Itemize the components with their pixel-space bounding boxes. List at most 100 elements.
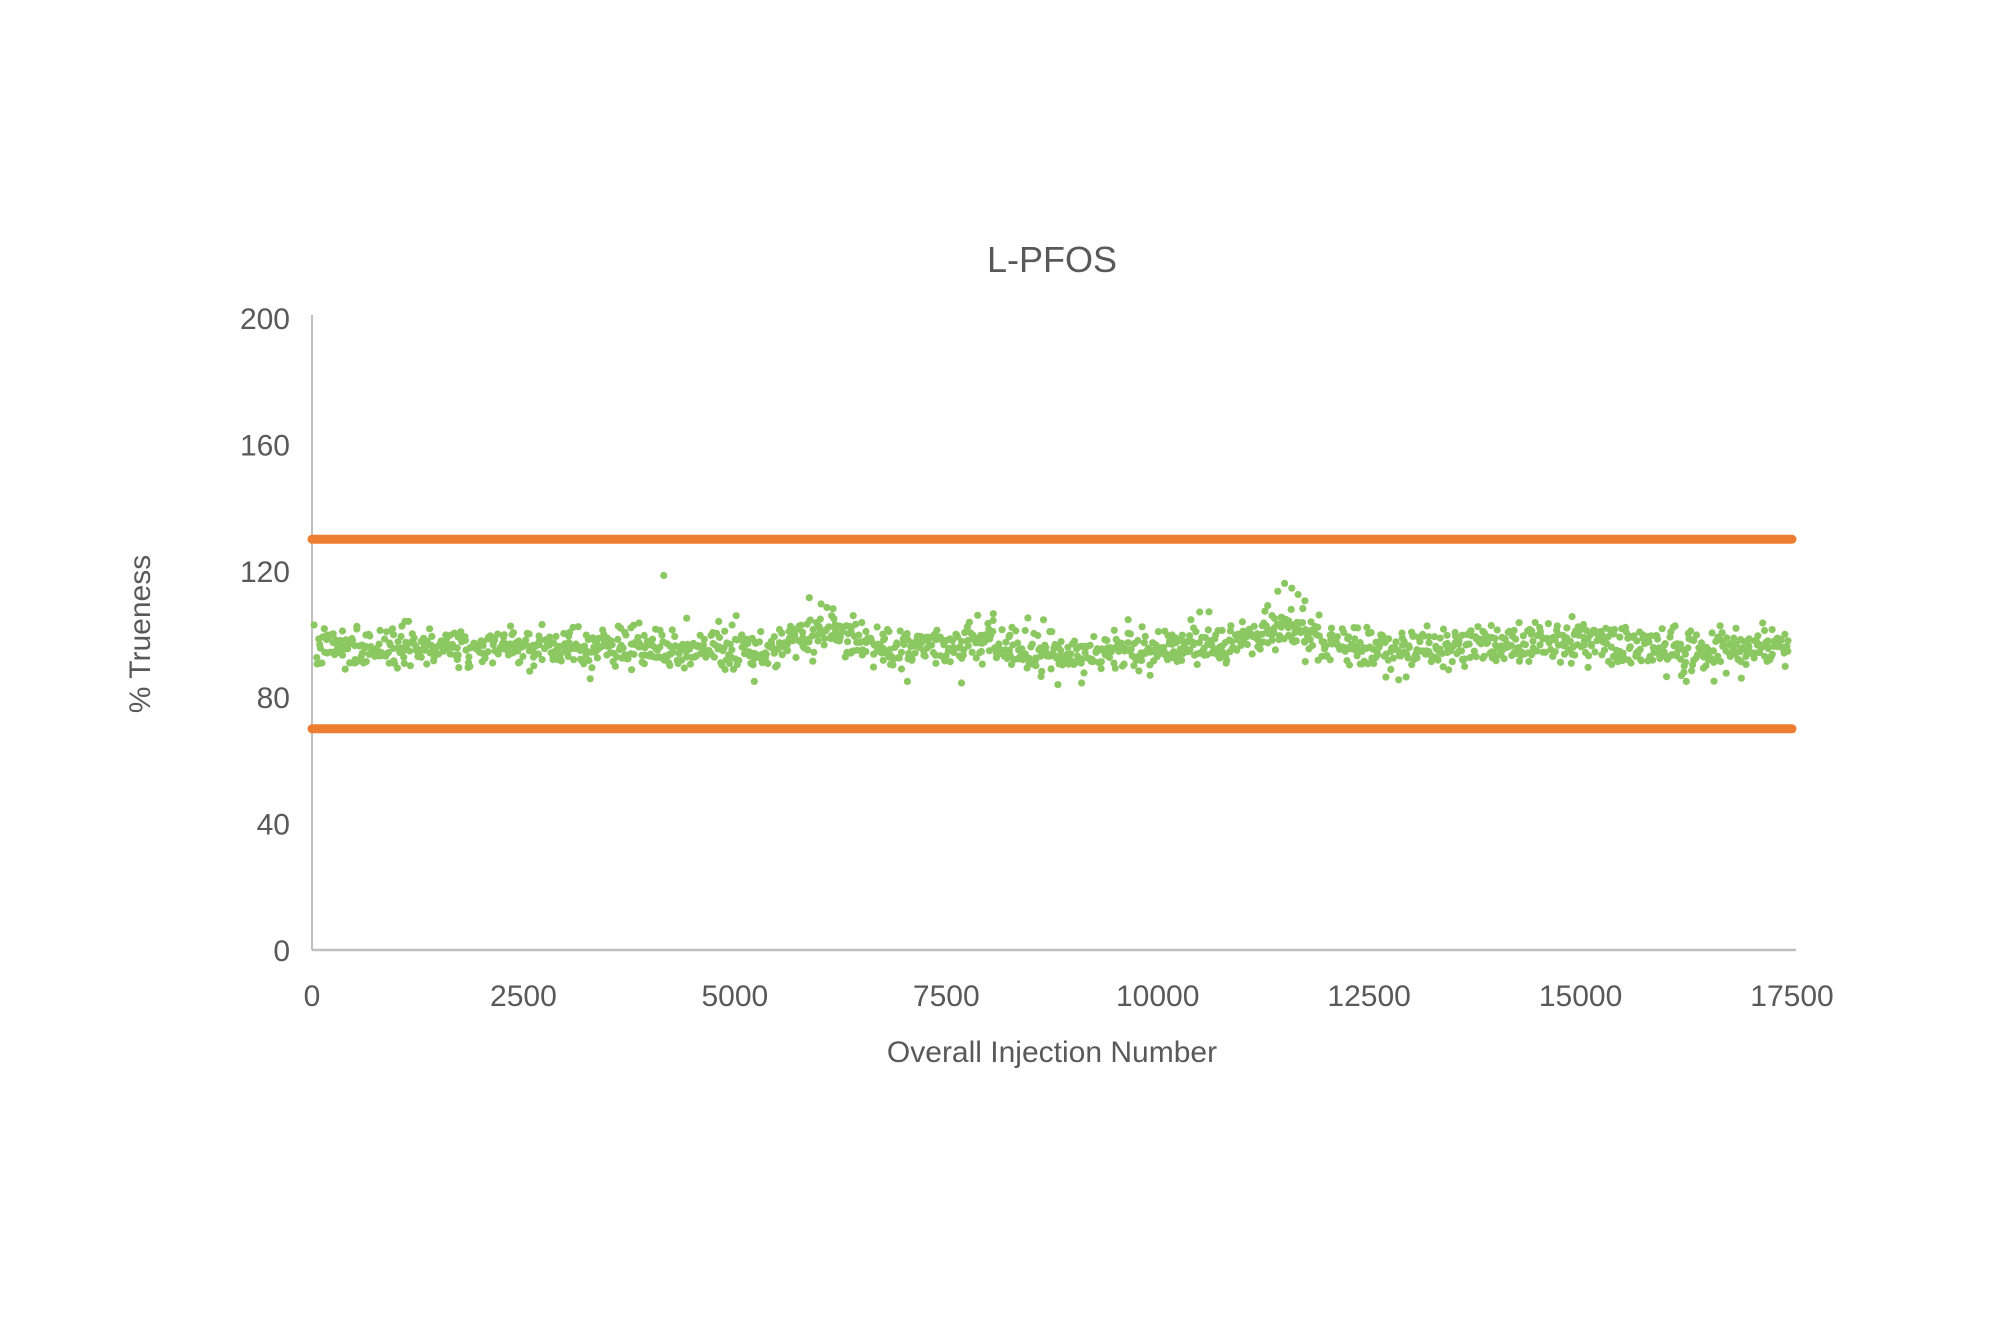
data-point (366, 632, 374, 640)
data-point (1448, 658, 1456, 666)
data-point (1067, 650, 1075, 658)
data-point (1413, 654, 1421, 662)
x-tick-label: 10000 (1116, 980, 1199, 1013)
data-point (897, 648, 906, 656)
data-point (1080, 669, 1088, 677)
data-point (1021, 626, 1029, 635)
data-point (389, 631, 398, 639)
data-point (453, 644, 461, 652)
data-point (1525, 657, 1533, 666)
data-point (495, 645, 504, 653)
data-point (400, 653, 408, 661)
data-point (578, 656, 587, 664)
data-point (660, 571, 668, 580)
data-point (1389, 654, 1397, 662)
data-point (1345, 633, 1353, 641)
data-point (783, 641, 791, 649)
data-point (1784, 647, 1792, 655)
data-point (946, 658, 954, 666)
data-point (671, 632, 679, 641)
data-point (699, 641, 708, 649)
data-point (628, 666, 636, 674)
data-point (921, 652, 929, 660)
data-point (1288, 584, 1296, 592)
data-point (789, 637, 797, 645)
data-point (1766, 656, 1774, 664)
data-point (585, 656, 593, 665)
data-point (1301, 626, 1310, 634)
data-point (570, 656, 578, 664)
data-point (381, 635, 389, 643)
data-point (733, 636, 741, 644)
data-point (680, 664, 688, 672)
data-point (534, 650, 543, 658)
data-point (1676, 640, 1685, 648)
data-point (1764, 644, 1772, 653)
data-point (313, 654, 321, 662)
data-point (900, 640, 908, 649)
data-point (1090, 633, 1098, 641)
data-point (725, 659, 734, 668)
data-point (1443, 639, 1451, 648)
data-point (563, 649, 572, 658)
data-point (1298, 619, 1307, 627)
data-point (406, 662, 414, 670)
data-point (1730, 634, 1738, 642)
data-point (331, 651, 339, 659)
data-point (1493, 626, 1501, 634)
data-point (1587, 640, 1595, 648)
data-point (797, 621, 805, 629)
data-point (1737, 674, 1745, 682)
data-point (749, 661, 757, 669)
data-point (640, 660, 648, 668)
data-point (1784, 637, 1792, 645)
data-point (1396, 652, 1404, 660)
data-point (1551, 648, 1559, 656)
data-point (732, 612, 740, 620)
data-point (1204, 626, 1212, 634)
data-point (1436, 634, 1444, 642)
data-point (669, 648, 677, 656)
data-point (397, 632, 405, 641)
data-point (1636, 645, 1644, 654)
data-point (1216, 654, 1224, 662)
data-point (1454, 640, 1463, 648)
data-point (992, 654, 1001, 662)
data-point (744, 639, 752, 648)
data-point (897, 665, 906, 673)
data-point (968, 648, 976, 656)
data-point (1363, 623, 1371, 632)
data-point (965, 618, 974, 626)
data-point (1228, 638, 1236, 646)
data-point (1345, 661, 1354, 669)
data-point (417, 653, 425, 661)
data-point (1400, 637, 1408, 646)
data-point (630, 650, 638, 658)
data-point (1375, 643, 1383, 652)
data-point (466, 662, 474, 671)
data-point (1607, 643, 1615, 651)
data-point (1205, 608, 1213, 616)
data-point (825, 623, 833, 631)
data-point (1764, 637, 1772, 645)
y-tick-label: 40 (257, 809, 290, 842)
data-point (984, 619, 992, 628)
data-point (893, 639, 901, 647)
data-point (1340, 628, 1348, 637)
data-point (1674, 646, 1682, 654)
data-point (310, 621, 318, 629)
data-point (500, 631, 508, 639)
data-point (393, 664, 401, 672)
data-point (682, 653, 691, 661)
data-point (1544, 620, 1552, 628)
data-point (538, 621, 546, 629)
data-point (1480, 652, 1488, 661)
data-point (1281, 579, 1289, 588)
data-point (1271, 646, 1279, 654)
data-point (1201, 634, 1209, 642)
data-point (927, 641, 936, 649)
data-point (1322, 642, 1330, 650)
data-point (565, 628, 574, 637)
x-tick-label: 5000 (701, 980, 768, 1013)
x-tick-label: 12500 (1327, 980, 1410, 1013)
